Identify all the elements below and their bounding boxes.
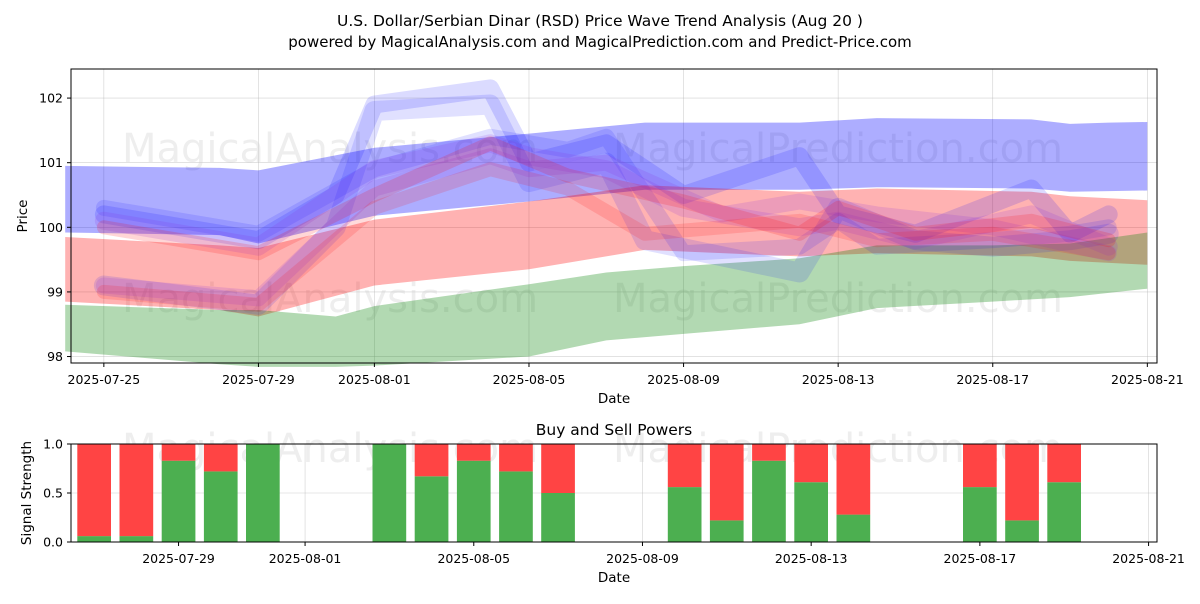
bottom-x-tick-label: 2025-07-29 [142,551,215,566]
bottom-x-axis-title: Date [598,570,630,586]
sell-bar [77,444,111,537]
top-y-tick-label: 98 [47,349,63,364]
buy-bar [667,487,702,542]
bottom-y-axis: 0.0 0.5 1.0 [43,437,71,550]
buy-bar [963,487,997,542]
top-y-tick-label: 102 [39,91,63,106]
top-x-tick-label: 2025-07-29 [222,372,295,387]
top-y-tick-label: 101 [39,155,63,170]
top-y-axis: 98 99 100 101 102 [39,91,71,364]
buy-bar [1005,520,1039,542]
buy-bar [246,444,280,542]
top-x-tick-label: 2025-08-17 [956,372,1029,387]
sell-bar [119,444,154,537]
watermark-right-lower: MagicalPrediction.com [613,276,1063,322]
chart-subtitle: powered by MagicalAnalysis.com and Magic… [288,33,912,51]
bottom-x-axis: 2025-07-29 2025-08-01 2025-08-05 2025-08-09… [142,542,1185,566]
signal-bars [77,444,1081,542]
top-y-axis-title: Price [15,200,31,233]
top-plot-frame [70,68,1158,364]
top-x-tick-label: 2025-08-09 [647,372,720,387]
buy-bar [1047,482,1081,542]
top-y-tick-label: 99 [47,284,63,299]
buy-bar [456,460,491,542]
price-waves [93,79,1119,315]
bottom-y-tick-label: 0.5 [43,486,63,501]
top-x-axis: 2025-07-25 2025-07-29 2025-08-01 2025-08-05… [68,363,1184,387]
watermark-left-lower: MagicalAnalysis.com [122,276,538,322]
sell-bar [836,444,871,515]
top-x-tick-label: 2025-07-25 [68,372,141,387]
upper-blue-band [65,118,1148,244]
top-x-tick-label: 2025-08-05 [493,372,566,387]
sell-bar [414,444,449,477]
watermark-right: MagicalPrediction.com [613,126,1063,172]
middle-red-band [65,185,1148,317]
sell-bar [203,444,238,472]
bottom-y-tick-label: 1.0 [43,437,63,452]
bottom-x-tick-label: 2025-08-01 [269,551,342,566]
buy-bar [541,493,575,542]
bottom-y-tick-label: 0.0 [43,535,63,550]
sell-bar [963,444,997,488]
price-wave-chart: MagicalAnalysis.com MagicalPrediction.co… [15,68,1184,407]
sell-bar [752,444,786,461]
bottom-y-axis-title: Signal Strength [19,441,35,545]
wave-line-4 [94,134,1118,256]
chart-title: U.S. Dollar/Serbian Dinar (RSD) Price Wa… [337,12,863,30]
top-gridlines [71,69,1157,363]
bottom-chart-title: Buy and Sell Powers [536,421,693,439]
sell-bar [709,444,744,521]
sell-bar [541,444,575,493]
buy-bar [499,471,533,542]
buy-bar [752,460,786,542]
bottom-x-tick-label: 2025-08-17 [944,551,1017,566]
top-x-tick-label: 2025-08-01 [338,372,411,387]
wave-line-1 [94,79,1118,250]
lower-green-band [65,232,1148,367]
top-y-tick-label: 100 [39,220,63,235]
buy-bar [794,482,828,542]
buy-bar [119,536,154,542]
top-x-axis-title: Date [598,391,630,407]
buy-sell-chart: Buy and Sell Powers MagicalAnalysis.com … [19,421,1185,586]
bottom-x-tick-label: 2025-08-13 [775,551,848,566]
top-x-tick-label: 2025-08-13 [802,372,875,387]
wave-line-3 [95,128,1117,262]
sell-bar [499,444,533,472]
sell-bar [161,444,196,461]
bottom-x-tick-label: 2025-08-21 [1112,551,1185,566]
buy-bar [77,536,111,542]
wave-line-6 [96,136,1116,261]
sell-bar [1005,444,1039,521]
buy-bar [414,476,449,542]
watermark-left: MagicalAnalysis.com [122,126,538,172]
buy-bar [709,520,744,542]
sell-bar [794,444,828,483]
price-bands [65,118,1148,367]
sell-bar [1047,444,1081,483]
buy-bar [203,471,238,542]
sell-bar [667,444,702,488]
top-x-tick-label: 2025-08-21 [1111,372,1184,387]
bottom-x-tick-label: 2025-08-05 [437,551,510,566]
wave-line-5 [95,148,1117,307]
bottom-x-tick-label: 2025-08-09 [606,551,679,566]
buy-bar [836,514,871,542]
wave-line-7 [96,162,1116,312]
buy-bar [161,460,196,542]
wave-line-2 [93,94,1119,315]
sell-bar [456,444,491,461]
buy-bar [372,444,407,542]
